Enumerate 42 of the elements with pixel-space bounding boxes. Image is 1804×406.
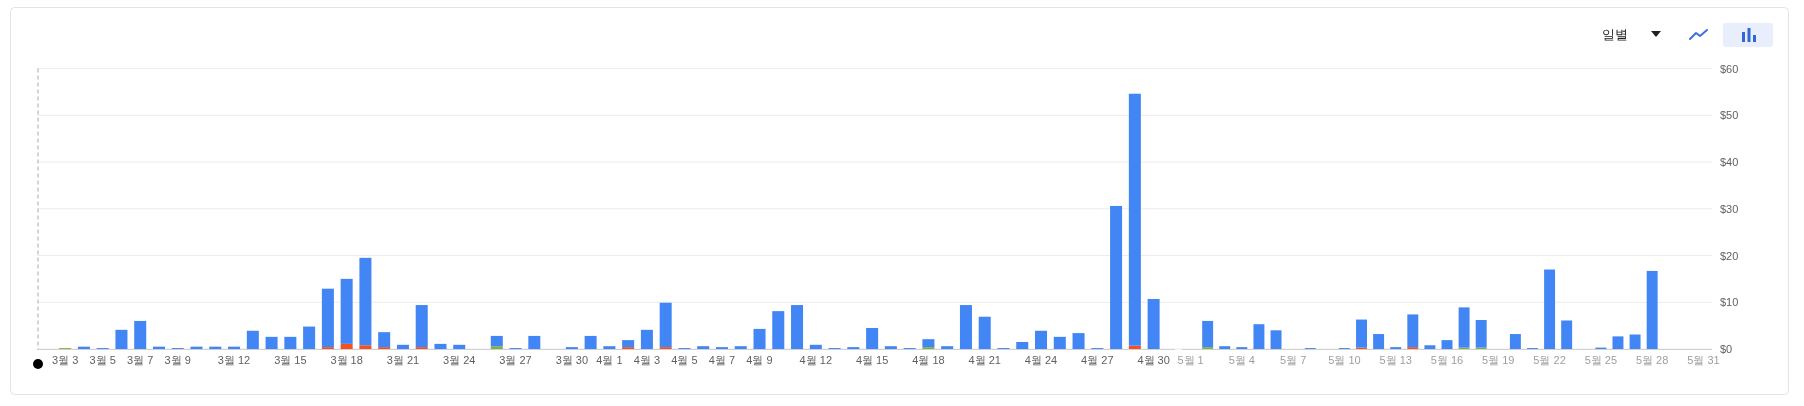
y-tick-label: $20 bbox=[1720, 249, 1739, 262]
x-tick-label: 3월 30 bbox=[555, 354, 589, 366]
x-tick-label: 5월 10 bbox=[1328, 354, 1361, 366]
x-tick-label: 3월 24 bbox=[443, 354, 476, 366]
x-tick-label: 3월 18 bbox=[330, 354, 363, 366]
x-tick-label: 5월 4 bbox=[1228, 354, 1255, 366]
x-tick-label: 4월 24 bbox=[1024, 354, 1058, 366]
x-tick-label: 3월 9 bbox=[164, 354, 191, 366]
y-tick-label: $10 bbox=[1720, 296, 1739, 309]
x-tick-label: 4월 18 bbox=[912, 354, 945, 366]
x-tick-label: 4월 30 bbox=[1137, 354, 1170, 366]
x-tick-label: 4월 3 bbox=[633, 354, 661, 366]
x-tick-label: 3월 12 bbox=[217, 354, 251, 366]
x-tick-label: 5월 28 bbox=[1635, 354, 1669, 366]
x-tick-label: 4월 5 bbox=[671, 354, 698, 366]
y-tick-label: $40 bbox=[1720, 156, 1739, 168]
x-tick-label: 3월 7 bbox=[127, 354, 154, 366]
x-tick-label: 4월 27 bbox=[1081, 354, 1114, 366]
x-tick-label: 3월 3 bbox=[52, 354, 79, 366]
y-tick-label: $30 bbox=[1720, 202, 1739, 215]
x-tick-label: 3월 15 bbox=[274, 354, 307, 366]
x-tick-label: 5월 13 bbox=[1379, 354, 1412, 366]
y-tick-label: $0 bbox=[1720, 343, 1733, 355]
x-tick-label: 4월 7 bbox=[708, 354, 736, 366]
x-tick-label: 4월 9 bbox=[746, 354, 773, 366]
x-tick-label: 3월 27 bbox=[499, 354, 532, 366]
x-tick-label: 5월 22 bbox=[1533, 354, 1566, 366]
x-tick-label: 5월 7 bbox=[1279, 354, 1307, 366]
x-tick-label: 5월 25 bbox=[1584, 354, 1618, 366]
x-tick-label: 5월 16 bbox=[1430, 354, 1464, 366]
y-tick-label: $50 bbox=[1720, 109, 1739, 122]
x-tick-label: 4월 12 bbox=[799, 354, 833, 366]
text: 일별 bbox=[1602, 27, 1628, 42]
x-tick-label: 4월 1 bbox=[596, 354, 623, 366]
x-tick-label: 5월 31 bbox=[1687, 354, 1720, 366]
x-tick-label: 4월 21 bbox=[968, 354, 1001, 366]
x-tick-label: 5월 19 bbox=[1482, 354, 1515, 366]
x-tick-label: 5월 1 bbox=[1177, 354, 1204, 366]
x-tick-label: 4월 15 bbox=[855, 354, 889, 366]
y-tick-label: $60 bbox=[1720, 62, 1739, 75]
x-tick-label: 3월 21 bbox=[386, 354, 420, 366]
x-tick-label: 3월 5 bbox=[89, 354, 116, 366]
